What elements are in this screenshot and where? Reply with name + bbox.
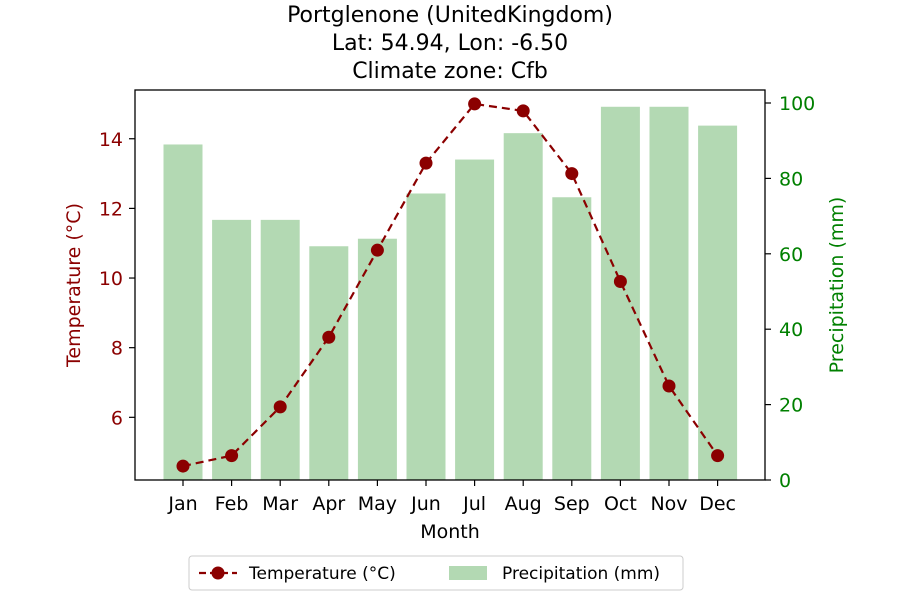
x-tick-label-dec: Dec [699,493,736,515]
chart-title: Portglenone (UnitedKingdom) Lat: 54.94, … [287,3,613,84]
x-tick-label-apr: Apr [312,493,345,515]
precipitation-bar-sep [552,197,592,480]
legend-precipitation-label: Precipitation (mm) [502,564,660,584]
precipitation-bar-jan [163,144,203,480]
x-tick-label-sep: Sep [554,493,590,515]
chart-title-line-2: Lat: 54.94, Lon: -6.50 [332,31,568,56]
x-tick-label-jun: Jun [410,493,441,515]
temperature-point-jan [176,459,190,473]
legend-box [188,555,684,591]
right-tick-label: 0 [779,470,791,492]
temperature-point-mar [273,400,287,414]
precipitation-bar-dec [698,125,738,481]
right-tick-label: 40 [779,319,803,341]
chart-title-line-3: Climate zone: Cfb [352,59,548,84]
x-tick-label-aug: Aug [505,493,542,515]
legend-precipitation-swatch-icon [449,566,487,580]
x-tick-label-oct: Oct [604,493,637,515]
precipitation-bar-nov [649,106,689,481]
x-tick-label-feb: Feb [215,493,249,515]
temperature-point-jun [419,156,433,170]
precipitation-bar-feb [212,219,252,480]
temperature-point-jul [468,97,482,111]
temperature-point-may [370,243,384,257]
right-tick-label: 100 [779,93,815,115]
temperature-point-sep [565,167,579,181]
x-tick-label-jul: Jul [462,493,486,515]
legend-temperature-label: Temperature (°C) [248,564,396,584]
temperature-point-oct [613,275,627,289]
precipitation-bar-oct [600,106,640,481]
temperature-point-apr [322,330,336,344]
x-axis-label: Month [420,521,480,543]
right-tick-label: 60 [779,244,803,266]
precipitation-bar-apr [309,246,349,480]
x-tick-label-jan: Jan [167,493,197,515]
month-axis: Jan Feb Mar Apr May Jun Jul Aug Sep Oct Nov Dec [167,480,736,515]
precipitation-bar-aug [503,133,543,480]
temperature-point-aug [516,104,530,118]
precipitation-bar-mar [260,219,300,480]
left-tick-label: 14 [99,129,123,151]
left-tick-label: 10 [99,268,123,290]
temperature-line-path [182,102,719,468]
y-axis-label-left: Temperature (°C) [63,203,85,368]
right-tick-label: 20 [779,395,803,417]
legend: Temperature (°C) Precipitation (mm) [188,555,684,591]
temperature-point-dec [711,449,725,463]
precipitation-bars [163,106,738,481]
precipitation-bar-jun [406,193,446,481]
x-tick-label-may: May [358,493,397,515]
precipitation-bar-jul [455,159,495,481]
temperature-point-feb [225,449,239,463]
x-tick-label-mar: Mar [262,493,298,515]
y-axis-label-right: Precipitation (mm) [826,197,848,374]
left-tick-label: 6 [111,407,123,429]
left-tick-label: 8 [111,338,123,360]
left-tick-label: 12 [99,198,123,220]
legend-temperature-marker-icon [211,566,225,580]
x-tick-label-nov: Nov [650,493,687,515]
chart-title-line-1: Portglenone (UnitedKingdom) [287,3,613,28]
temperature-axis: 6 8 10 12 14 [99,129,135,429]
precipitation-bar-may [357,238,397,480]
plot-frame [134,89,766,481]
temperature-point-nov [662,379,676,393]
right-tick-label: 80 [779,168,803,190]
temperature-line [176,97,725,473]
precipitation-axis: 0 20 40 60 80 100 [765,93,815,492]
